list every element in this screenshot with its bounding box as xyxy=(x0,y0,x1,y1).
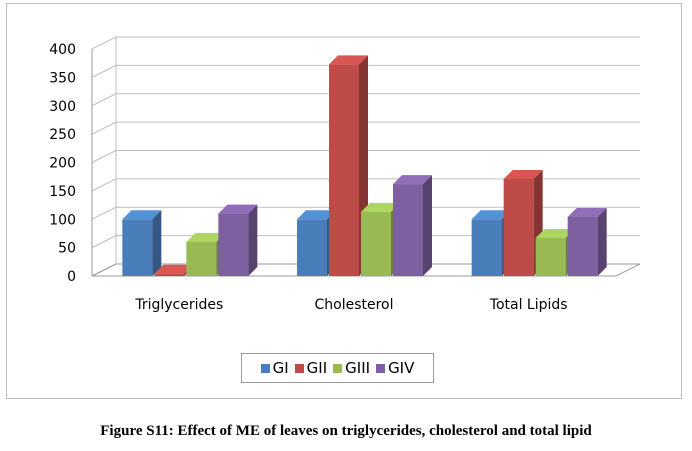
legend-item: GII xyxy=(294,359,328,377)
legend-item: GIII xyxy=(333,359,370,377)
bar-GI-total-lipids xyxy=(471,219,502,276)
x-category-label: Triglycerides xyxy=(134,297,223,313)
bar-top-face xyxy=(186,232,226,242)
bar-GII-total-lipids xyxy=(503,178,534,276)
side-gridline xyxy=(91,93,117,107)
legend-swatch xyxy=(294,363,304,373)
bar-chart: 0 50 100 150 200 250 300 350 400 Triglycerides Cho… xyxy=(49,36,641,313)
x-category-label: Cholesterol xyxy=(314,297,393,313)
side-gridline xyxy=(91,64,117,78)
legend-label: GIII xyxy=(345,359,371,377)
legend-swatch xyxy=(260,363,270,373)
chart-floor xyxy=(91,263,641,277)
bar-side-face xyxy=(597,207,607,276)
bar-side-face xyxy=(248,204,258,276)
bar-GIII-cholesterol xyxy=(361,211,391,276)
y-tick-label: 400 xyxy=(49,42,76,58)
bar-GIV-total-lipids xyxy=(567,216,598,276)
bar-top-face xyxy=(122,210,162,220)
bar-top-face xyxy=(535,228,575,238)
bar-top-face xyxy=(503,169,543,179)
legend-label: GII xyxy=(306,359,328,377)
bar-top-face xyxy=(567,207,607,217)
bar-top-face xyxy=(471,210,511,220)
side-gridline xyxy=(91,178,117,192)
figure-caption: Figure S11: Effect of ME of leaves on tr… xyxy=(100,423,592,439)
side-gridline xyxy=(91,121,117,135)
x-category-label: Total Lipids xyxy=(489,297,568,313)
y-tick-label: 50 xyxy=(58,241,76,257)
bar-top-face xyxy=(218,204,258,214)
bar-GIII-triglycerides xyxy=(186,241,217,276)
side-gridline xyxy=(91,36,117,50)
side-gridline xyxy=(91,235,117,249)
bar-side-face xyxy=(423,175,432,276)
chart-legend: GI GII GIII GIV xyxy=(241,353,434,383)
bar-side-face xyxy=(152,210,162,276)
y-tick-label: 100 xyxy=(49,212,76,228)
bar-top-face xyxy=(361,202,400,212)
bar-GI-triglycerides xyxy=(122,219,153,276)
bar-GIII-total-lipids xyxy=(535,237,566,276)
y-tick-label: 300 xyxy=(49,99,76,115)
y-tick-label: 350 xyxy=(49,70,76,86)
bar-GI-cholesterol xyxy=(297,219,327,276)
bar-top-face xyxy=(297,210,336,220)
bar-GII-triglycerides xyxy=(154,273,185,276)
side-gridline xyxy=(91,206,117,220)
y-tick-label: 250 xyxy=(49,127,76,143)
legend-item: GIV xyxy=(376,359,414,377)
y-tick-label: 0 xyxy=(67,269,76,285)
legend-swatch xyxy=(333,363,343,373)
side-gridline xyxy=(91,150,117,163)
bar-GIV-cholesterol xyxy=(393,184,423,276)
legend-label: GI xyxy=(272,359,289,377)
legend-swatch xyxy=(376,363,386,373)
bar-GIV-triglycerides xyxy=(218,213,249,276)
y-tick-label: 150 xyxy=(49,184,76,200)
bar-top-face xyxy=(154,264,194,274)
legend-item: GI xyxy=(260,359,289,377)
bar-GII-cholesterol xyxy=(329,64,359,276)
bar-top-face xyxy=(393,175,432,185)
y-tick-label: 200 xyxy=(49,156,76,172)
bar-top-face xyxy=(329,55,368,65)
legend-label: GIV xyxy=(388,359,415,377)
